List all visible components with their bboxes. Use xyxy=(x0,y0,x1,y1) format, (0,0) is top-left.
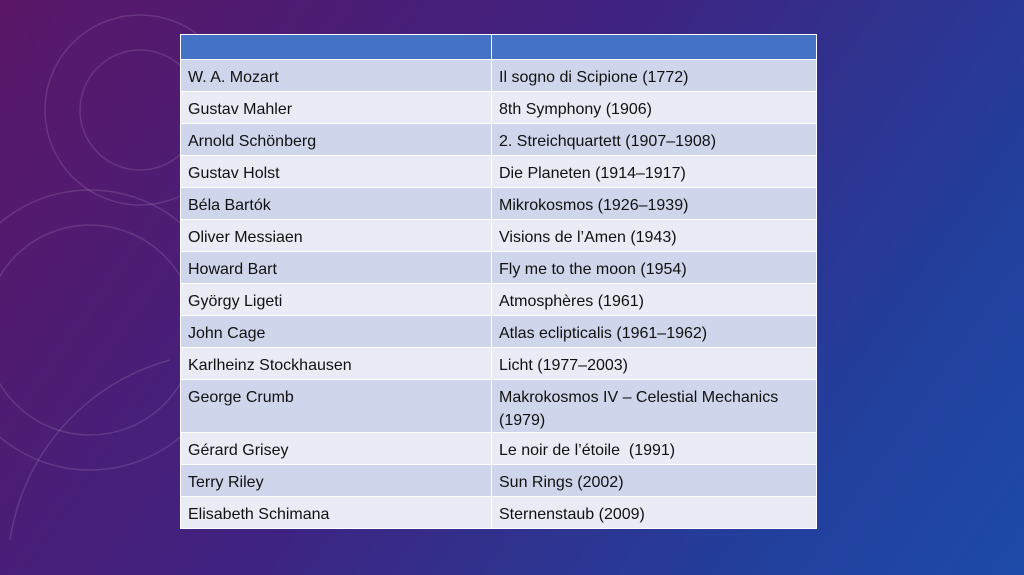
work-cell: Visions de l’Amen (1943) xyxy=(491,219,817,252)
composer-cell: Howard Bart xyxy=(180,251,492,284)
work-cell: Mikrokosmos (1926–1939) xyxy=(491,187,817,220)
composer-cell: Arnold Schönberg xyxy=(180,123,492,156)
composer-cell: Terry Riley xyxy=(180,464,492,497)
work-cell: Atlas eclipticalis (1961–1962) xyxy=(491,315,817,348)
composer-cell: W. A. Mozart xyxy=(180,59,492,92)
work-cell: Sun Rings (2002) xyxy=(491,464,817,497)
work-cell: Licht (1977–2003) xyxy=(491,347,817,380)
composer-cell: George Crumb xyxy=(180,379,492,433)
work-cell: Fly me to the moon (1954) xyxy=(491,251,817,284)
composer-cell: Oliver Messiaen xyxy=(180,219,492,252)
header-cell xyxy=(491,34,817,60)
table-row: George Crumb Makrokosmos IV – Celestial M… xyxy=(180,379,817,433)
work-cell: Le noir de l’étoile (1991) xyxy=(491,432,817,465)
work-cell: Makrokosmos IV – Celestial Mechanics (19… xyxy=(491,379,817,433)
composer-cell: Béla Bartók xyxy=(180,187,492,220)
work-cell: Sternenstaub (2009) xyxy=(491,496,817,529)
table-row: Oliver Messiaen Visions de l’Amen (1943) xyxy=(180,219,817,252)
table-row: Gustav Holst Die Planeten (1914–1917) xyxy=(180,155,817,188)
header-cell xyxy=(180,34,492,60)
table-row: György Ligeti Atmosphères (1961) xyxy=(180,283,817,316)
work-cell: Atmosphères (1961) xyxy=(491,283,817,316)
composer-cell: Gustav Holst xyxy=(180,155,492,188)
composer-cell: György Ligeti xyxy=(180,283,492,316)
composer-cell: Elisabeth Schimana xyxy=(180,496,492,529)
table-row: Gustav Mahler 8th Symphony (1906) xyxy=(180,91,817,124)
table-row: John Cage Atlas eclipticalis (1961–1962) xyxy=(180,315,817,348)
composer-cell: Karlheinz Stockhausen xyxy=(180,347,492,380)
table-row: Terry Riley Sun Rings (2002) xyxy=(180,464,817,497)
table-row: Gérard Grisey Le noir de l’étoile (1991) xyxy=(180,432,817,465)
composer-table: W. A. Mozart Il sogno di Scipione (1772) G… xyxy=(180,34,817,529)
work-cell: Il sogno di Scipione (1772) xyxy=(491,59,817,92)
work-cell: Die Planeten (1914–1917) xyxy=(491,155,817,188)
composer-cell: John Cage xyxy=(180,315,492,348)
table-row: Howard Bart Fly me to the moon (1954) xyxy=(180,251,817,284)
table-row: Arnold Schönberg 2. Streichquartett (1907… xyxy=(180,123,817,156)
table-row: W. A. Mozart Il sogno di Scipione (1772) xyxy=(180,59,817,92)
composer-cell: Gustav Mahler xyxy=(180,91,492,124)
composer-cell: Gérard Grisey xyxy=(180,432,492,465)
work-cell: 8th Symphony (1906) xyxy=(491,91,817,124)
header-row xyxy=(180,34,817,60)
table-row: Béla Bartók Mikrokosmos (1926–1939) xyxy=(180,187,817,220)
table-row: Elisabeth Schimana Sternenstaub (2009) xyxy=(180,496,817,529)
work-cell: 2. Streichquartett (1907–1908) xyxy=(491,123,817,156)
table-row: Karlheinz Stockhausen Licht (1977–2003) xyxy=(180,347,817,380)
